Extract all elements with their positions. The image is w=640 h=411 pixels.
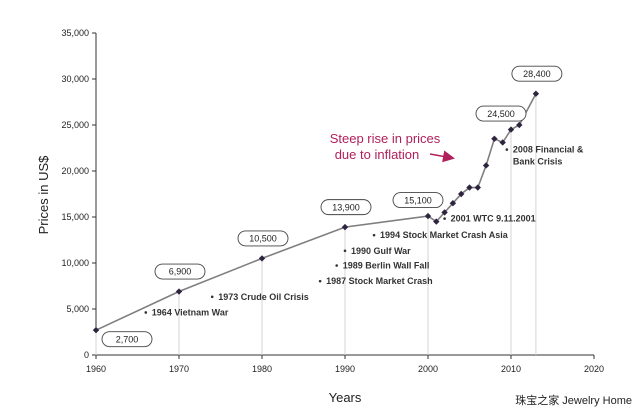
callout-value: 15,100 (404, 195, 432, 205)
event-labels: 1964 Vietnam War 1973 Crude Oil Crisis 198… (144, 145, 584, 317)
event-bullet (335, 264, 339, 267)
value-callout: 2,700 (101, 331, 153, 348)
y-tick-label: 0 (84, 350, 89, 360)
x-tick-label: 1990 (335, 364, 355, 374)
event-text: 1973 Crude Oil Crisis (218, 292, 309, 302)
data-point (258, 255, 266, 262)
event-bullet (372, 233, 376, 237)
event-bullet (505, 148, 509, 151)
data-point (433, 218, 440, 225)
callout-value: 24,500 (487, 109, 515, 119)
y-tick-label: 30,000 (61, 74, 89, 84)
value-callout: 6,900 (154, 263, 206, 280)
callout-bubble (392, 192, 444, 209)
event-text: 1987 Stock Market Crash (326, 276, 433, 286)
event-bullet (144, 311, 148, 314)
x-tick-label: 2020 (584, 364, 604, 374)
event-bullet (343, 249, 347, 253)
value-callout: 10,500 (237, 230, 289, 247)
data-point (482, 162, 490, 169)
callout-value: 6,900 (169, 267, 192, 277)
watermark: 珠宝之家 Jewelry Home (515, 393, 632, 407)
data-point (449, 200, 457, 207)
callout-value: 28,400 (523, 69, 551, 79)
annotation-line-2: due to inflation (335, 147, 420, 162)
data-point (458, 190, 465, 198)
value-callouts: 2,700 6,900 10,500 13,900 15,100 24,500 28,400 (101, 65, 563, 348)
x-tick-label: 2010 (501, 364, 521, 374)
x-tick-label: 1980 (252, 364, 272, 374)
data-point (424, 212, 432, 220)
data-point (441, 209, 448, 216)
y-axis-title: Prices in US$ (36, 155, 51, 235)
data-point (491, 135, 498, 142)
callout-bubble (475, 105, 527, 122)
value-callout: 24,500 (475, 105, 527, 122)
data-point (92, 326, 100, 334)
event-text: 1989 Berlin Wall Fall (343, 261, 430, 271)
event-label: 1987 Stock Market Crash (318, 276, 433, 286)
data-point (532, 90, 540, 97)
series-layer (92, 90, 540, 334)
data-point (507, 126, 515, 133)
callout-bubble (320, 199, 372, 216)
event-bullet (210, 295, 214, 299)
y-tick-label: 20,000 (61, 166, 89, 176)
y-tick-label: 35,000 (61, 28, 89, 38)
event-text-line-2: Bank Crisis (513, 157, 563, 167)
x-axis-title: Years (329, 390, 362, 405)
callout-bubble (237, 230, 289, 247)
x-tick-label: 1970 (169, 364, 189, 374)
y-tick-label: 15,000 (61, 212, 89, 222)
event-text: 1964 Vietnam War (152, 307, 229, 317)
event-label: 2008 Financial & Bank Crisis (505, 145, 584, 167)
event-bullet (318, 279, 322, 283)
x-tick-label: 1960 (86, 364, 106, 374)
callout-bubble (511, 65, 563, 82)
annotation-line-1: Steep rise in prices (330, 131, 441, 146)
inflation-annotation: Steep rise in prices due to inflation (330, 131, 455, 163)
event-text: 2008 Financial & (513, 145, 584, 155)
data-point (175, 288, 183, 295)
callout-value: 2,700 (116, 334, 139, 344)
callout-bubble (154, 263, 206, 280)
callout-value: 13,900 (332, 202, 360, 212)
y-tick-label: 5,000 (66, 304, 89, 314)
callout-bubble (101, 331, 153, 348)
event-bullet (443, 217, 446, 220)
value-callout: 13,900 (320, 199, 372, 216)
price-line (95, 93, 537, 331)
data-point (341, 223, 349, 231)
value-callout: 28,400 (511, 65, 563, 82)
drop-lines (95, 93, 537, 355)
event-label: 1989 Berlin Wall Fall (335, 261, 429, 271)
data-point (474, 184, 481, 191)
data-point (499, 139, 506, 146)
event-label: 1964 Vietnam War (144, 307, 229, 317)
event-text: 1994 Stock Market Crash Asia (380, 230, 509, 240)
event-label: 1990 Gulf War (343, 246, 411, 256)
y-tick-label: 25,000 (61, 120, 89, 130)
value-callout: 15,100 (392, 192, 444, 209)
data-point (466, 184, 473, 191)
data-point (516, 121, 523, 129)
event-text: 2001 WTC 9.11.2001 (451, 214, 536, 224)
event-text: 1990 Gulf War (351, 246, 411, 256)
callout-value: 10,500 (249, 234, 277, 244)
event-label: 1973 Crude Oil Crisis (210, 292, 309, 302)
annotation-arrow (429, 150, 455, 163)
x-tick-label: 2000 (418, 364, 438, 374)
event-label: 1994 Stock Market Crash Asia (372, 230, 509, 240)
event-label: 2001 WTC 9.11.2001 (443, 214, 536, 224)
y-tick-label: 10,000 (61, 258, 89, 268)
